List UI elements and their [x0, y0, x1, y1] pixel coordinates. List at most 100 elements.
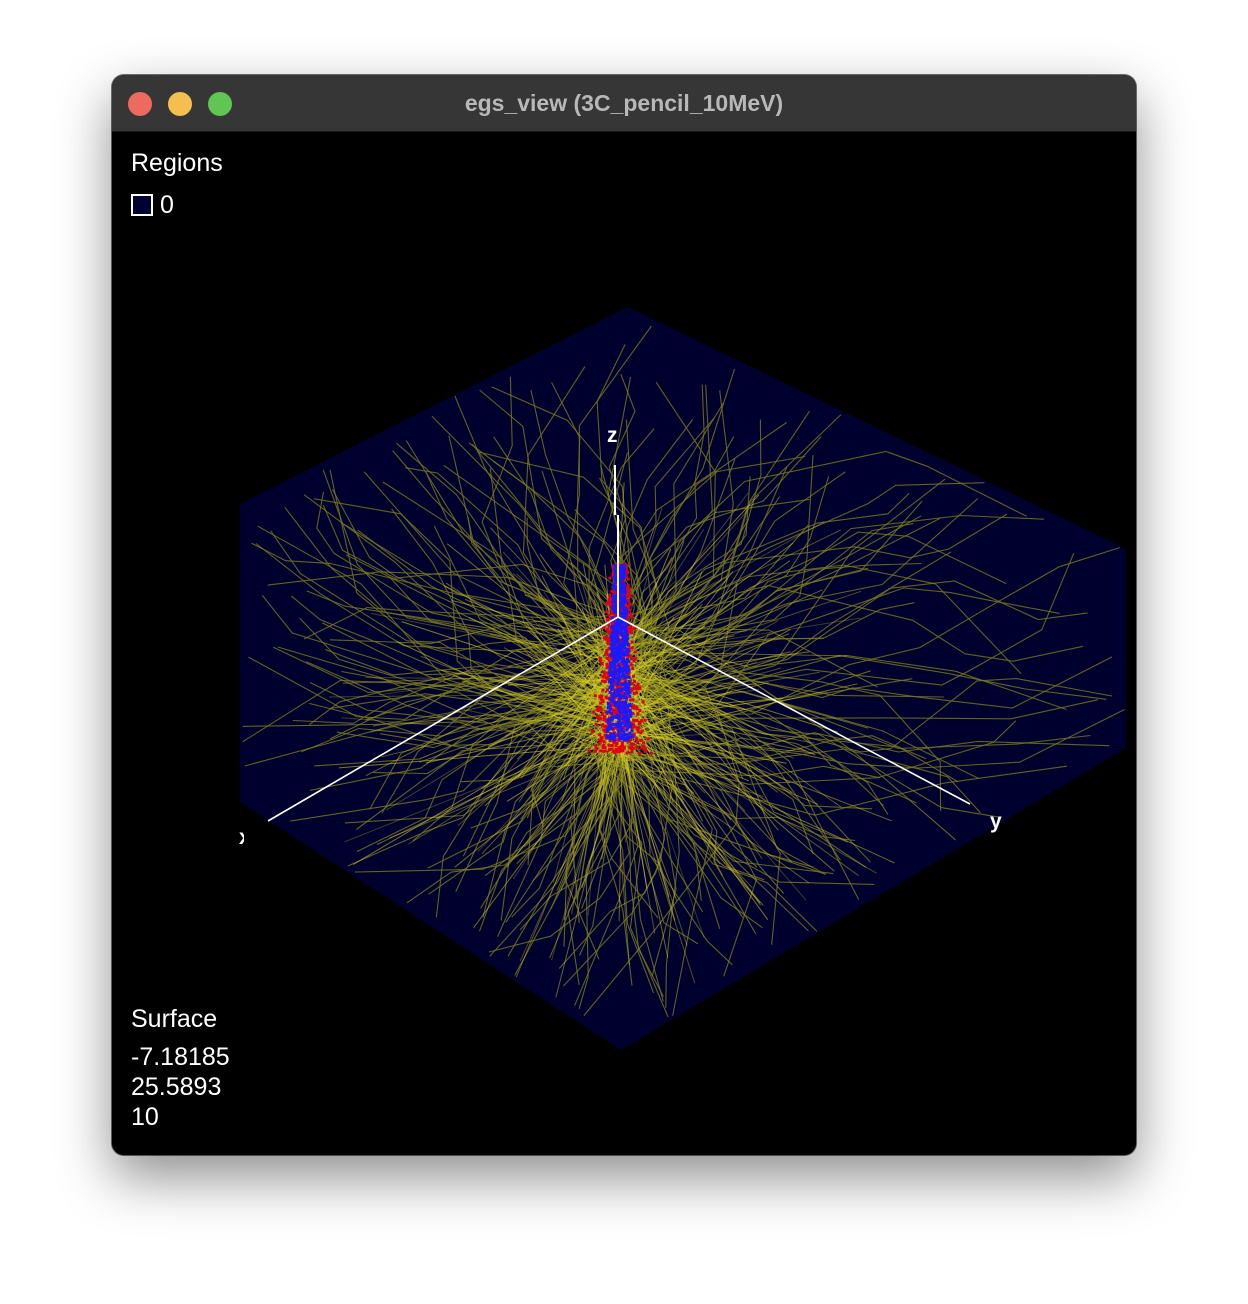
- shower-track: [616, 742, 753, 889]
- beam-deposit: [619, 648, 623, 652]
- shower-track: [454, 735, 617, 868]
- electron-deposit: [607, 597, 611, 601]
- photon-track: [618, 417, 715, 625]
- shower-track: [451, 600, 620, 642]
- beam-deposit: [611, 600, 615, 604]
- photon-track: [448, 435, 610, 720]
- beam-deposit: [613, 635, 617, 638]
- beam-deposit: [622, 584, 626, 588]
- beam-deposit: [628, 694, 632, 698]
- shower-track: [539, 554, 625, 671]
- shower-track: [622, 628, 791, 720]
- electron-deposit: [636, 746, 640, 750]
- shower-track: [618, 589, 823, 680]
- beam-deposit: [608, 686, 612, 690]
- photon-track: [608, 466, 788, 654]
- electron-deposit: [635, 687, 639, 691]
- photon-track: [347, 722, 621, 867]
- photon-track: [392, 450, 620, 618]
- photon-track: [381, 663, 619, 814]
- electron-deposit: [603, 733, 607, 737]
- beam-deposit: [616, 659, 620, 663]
- beam-deposit: [617, 665, 621, 669]
- title-bar[interactable]: egs_view (3C_pencil_10MeV): [112, 75, 1136, 132]
- beam-deposit: [610, 711, 614, 715]
- beam-deposit: [619, 572, 623, 576]
- shower-track: [619, 520, 825, 637]
- beam-deposit: [615, 669, 619, 673]
- track-scene[interactable]: [112, 132, 1136, 1155]
- beam-deposit: [621, 717, 625, 721]
- electron-deposit: [602, 670, 606, 674]
- electron-deposit: [603, 680, 607, 683]
- photon-track: [620, 514, 1045, 639]
- beam-deposit: [614, 660, 618, 664]
- photon-track: [480, 768, 621, 909]
- beam-deposit: [627, 709, 631, 713]
- beam-deposit: [615, 610, 619, 614]
- photon-track: [344, 679, 608, 824]
- electron-deposit: [609, 747, 613, 751]
- shower-track: [344, 734, 612, 843]
- electron-deposit: [608, 631, 611, 635]
- beam-deposit: [612, 672, 616, 676]
- beam-deposit: [617, 732, 621, 736]
- beam-deposit: [623, 686, 626, 690]
- photon-track: [610, 735, 927, 760]
- electron-deposit: [636, 727, 640, 731]
- photon-track: [251, 542, 616, 658]
- minimize-button[interactable]: [168, 92, 192, 116]
- axis-x-line: [267, 616, 619, 822]
- photon-track: [530, 389, 624, 630]
- beam-deposit: [618, 643, 622, 647]
- shower-track: [443, 584, 623, 675]
- beam-deposit: [622, 597, 626, 601]
- beam-deposit: [621, 625, 625, 629]
- beam-deposit: [624, 700, 628, 704]
- electron-deposit: [629, 698, 633, 702]
- beam-deposit: [620, 683, 624, 686]
- electron-deposit: [627, 608, 631, 612]
- electron-deposit: [632, 659, 636, 663]
- shower-track: [622, 713, 761, 906]
- beam-deposit: [611, 616, 614, 620]
- beam-deposit: [610, 737, 614, 741]
- beam-deposit: [614, 568, 618, 571]
- electron-deposit: [636, 729, 640, 732]
- electron-deposit: [603, 673, 607, 677]
- electron-deposit: [601, 688, 605, 692]
- beam-deposit: [619, 619, 623, 623]
- region-legend-item[interactable]: 0: [131, 190, 174, 220]
- axis-y-label: y: [990, 810, 1002, 833]
- shower-track: [482, 646, 621, 790]
- electron-deposit: [613, 711, 617, 715]
- zoom-button[interactable]: [208, 92, 232, 116]
- shower-track: [481, 702, 624, 855]
- electron-deposit: [608, 716, 611, 720]
- electron-deposit: [612, 709, 616, 713]
- shower-track: [617, 613, 688, 647]
- electron-deposit: [632, 674, 635, 678]
- electron-deposit: [616, 750, 620, 753]
- electron-deposit: [624, 575, 628, 579]
- electron-deposit: [603, 730, 607, 733]
- electron-deposit: [608, 593, 612, 597]
- viewport-canvas[interactable]: Regions 0 z y x Surface -7.18185 25.5893…: [112, 132, 1136, 1155]
- shower-track: [624, 590, 862, 672]
- shower-track: [613, 728, 764, 906]
- beam-deposit: [619, 588, 623, 592]
- photon-track: [628, 390, 734, 656]
- shower-track: [617, 731, 635, 797]
- shower-track: [620, 698, 736, 734]
- shower-track: [616, 704, 815, 744]
- electron-deposit: [632, 725, 635, 729]
- photon-track: [541, 471, 622, 615]
- beam-deposit: [625, 733, 629, 737]
- close-button[interactable]: [128, 92, 152, 116]
- electron-deposit: [593, 749, 597, 753]
- beam-deposit: [608, 697, 612, 701]
- beam-deposit: [618, 639, 621, 643]
- beam-deposit: [622, 733, 626, 737]
- shower-track: [419, 695, 613, 763]
- beam-deposit: [620, 584, 623, 588]
